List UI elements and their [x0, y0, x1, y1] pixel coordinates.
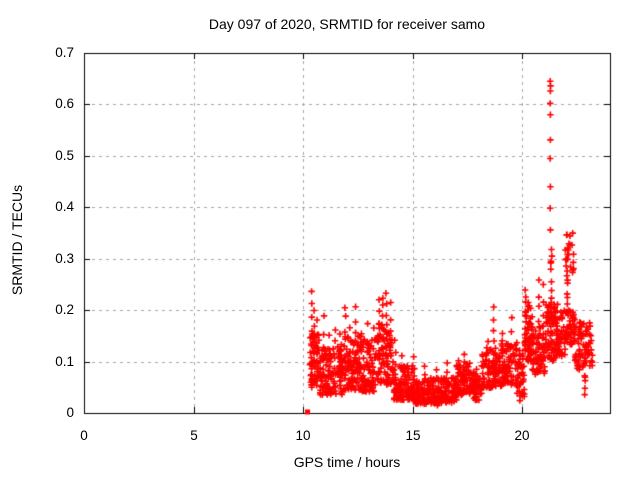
x-tick-label: 0 [80, 428, 88, 443]
y-tick-label: 0.6 [55, 96, 74, 111]
x-tick-label: 10 [295, 428, 311, 443]
y-tick-label: 0.7 [55, 45, 74, 60]
x-axis-label: GPS time / hours [293, 454, 401, 470]
x-tick-label: 5 [190, 428, 198, 443]
y-tick-label: 0 [66, 405, 74, 420]
x-tick-label: 15 [405, 428, 421, 443]
chart-title: Day 097 of 2020, SRMTID for receiver sam… [208, 16, 486, 32]
y-tick-label: 0.3 [55, 251, 74, 266]
y-tick-label: 0.2 [55, 302, 74, 317]
x-tick-label: 20 [514, 428, 530, 443]
y-tick-label: 0.1 [55, 354, 74, 369]
y-tick-label: 0.4 [55, 199, 74, 214]
y-tick-label: 0.5 [55, 148, 74, 163]
